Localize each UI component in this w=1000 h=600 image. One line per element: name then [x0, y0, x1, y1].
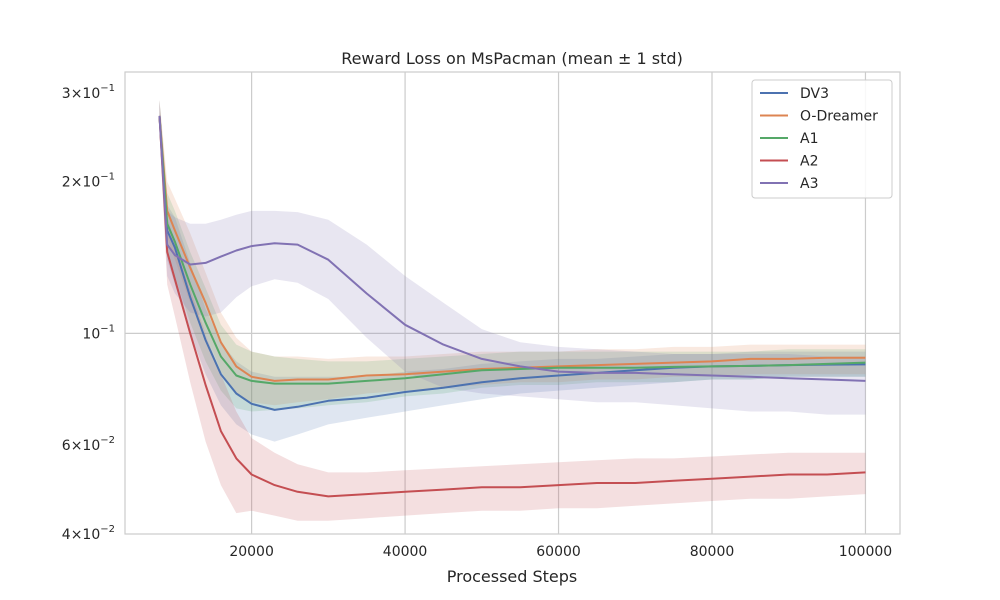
- line-o-dreamer: [158, 115, 866, 382]
- grid: [125, 72, 900, 534]
- y-tick-label: 6×10−2: [62, 435, 115, 454]
- band-a2: [159, 100, 866, 521]
- x-axis-ticks: 20000 40000 60000 80000 100000: [229, 544, 892, 560]
- y-tick-label: 2×10−1: [62, 172, 115, 191]
- legend-label: A1: [800, 131, 818, 147]
- series-lines: [158, 115, 866, 498]
- legend-label: A3: [800, 176, 818, 192]
- line-a1: [158, 115, 866, 385]
- x-tick-label: 40000: [383, 544, 428, 560]
- band-dv3: [159, 100, 866, 442]
- x-tick-label: 80000: [690, 544, 735, 560]
- x-axis-label: Processed Steps: [447, 567, 578, 586]
- line-a2: [158, 115, 866, 498]
- y-tick-label: 10−1: [82, 323, 115, 342]
- x-tick-label: 100000: [839, 544, 892, 560]
- band-a1: [159, 100, 866, 412]
- chart-title: Reward Loss on MsPacman (mean ± 1 std): [341, 49, 683, 68]
- band-a3: [159, 100, 866, 415]
- std-bands: [159, 100, 866, 521]
- line-a3: [158, 115, 866, 382]
- legend-label: DV3: [800, 86, 829, 102]
- legend-label: O-Dreamer: [800, 109, 878, 125]
- y-tick-label: 3×10−1: [62, 83, 115, 102]
- x-tick-label: 20000: [229, 544, 274, 560]
- legend-label: A2: [800, 154, 818, 170]
- x-tick-label: 60000: [536, 544, 581, 560]
- legend: DV3 O-Dreamer A1 A2 A3: [751, 79, 893, 199]
- band-o-dreamer: [159, 100, 866, 406]
- plot-frame: [124, 71, 901, 535]
- legend-box: [751, 79, 893, 199]
- y-axis-ticks: 3×10−1 2×10−1 10−1 6×10−2 4×10−2: [62, 83, 115, 543]
- y-tick-label: 4×10−2: [62, 524, 115, 543]
